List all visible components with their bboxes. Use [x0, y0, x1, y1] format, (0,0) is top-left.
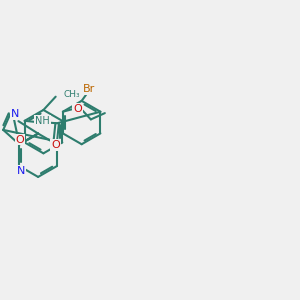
Text: N: N [11, 109, 19, 119]
Text: N: N [17, 166, 25, 176]
Text: O: O [16, 134, 24, 145]
Text: O: O [73, 104, 82, 114]
Text: Br: Br [83, 84, 95, 94]
Text: NH: NH [35, 116, 50, 126]
Text: O: O [51, 140, 60, 150]
Text: CH₃: CH₃ [63, 90, 80, 99]
